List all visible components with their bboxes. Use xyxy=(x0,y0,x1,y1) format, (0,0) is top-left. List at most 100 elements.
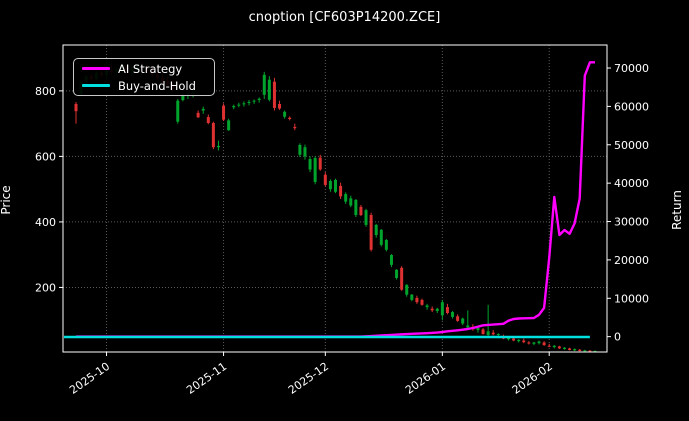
candle-body xyxy=(476,328,480,331)
x-tick-label: 2025-11 xyxy=(184,360,229,397)
candle-body xyxy=(410,294,414,300)
candle-body xyxy=(512,338,516,341)
candle-body xyxy=(374,224,378,236)
candle-body xyxy=(334,179,337,192)
candle-body xyxy=(425,305,429,308)
candle-body xyxy=(522,340,526,343)
candle-body xyxy=(568,348,572,351)
candle-body xyxy=(430,308,434,311)
candle-body xyxy=(491,332,495,335)
candle-body xyxy=(527,342,531,344)
legend: AI Strategy Buy-and-Hold xyxy=(73,58,215,96)
candle-body xyxy=(445,307,449,314)
candle-body xyxy=(349,198,353,206)
x-tick-label: 2025-10 xyxy=(67,360,112,397)
candle-body xyxy=(318,157,322,170)
candle-body xyxy=(420,299,424,305)
candle-body xyxy=(496,333,500,335)
y-tick-label-right: 60000 xyxy=(614,100,649,113)
candle-body xyxy=(552,345,556,348)
candle-body xyxy=(532,342,536,344)
legend-label-buy-and-hold: Buy-and-Hold xyxy=(118,78,196,93)
y-tick-label-right: 70000 xyxy=(614,62,649,75)
candle-body xyxy=(562,347,566,350)
candle-body xyxy=(339,185,343,197)
candle-body xyxy=(196,112,200,118)
candle-body xyxy=(242,103,246,105)
candle-body xyxy=(389,255,393,265)
candle-body xyxy=(486,331,490,335)
candle-body xyxy=(278,103,282,109)
candle-body xyxy=(440,302,444,316)
legend-item-buy-and-hold: Buy-and-Hold xyxy=(82,79,206,93)
series-line-ai-strategy xyxy=(76,61,595,338)
candle-body xyxy=(293,126,297,129)
candle-body xyxy=(451,312,455,317)
candle-body xyxy=(328,180,332,190)
candle-body xyxy=(288,117,292,120)
candle-body xyxy=(517,339,521,342)
candle-body xyxy=(201,108,205,111)
candle-body xyxy=(395,269,399,278)
candle-body xyxy=(267,79,271,100)
candle-body xyxy=(272,81,276,108)
candle-body xyxy=(400,267,404,290)
candle-body xyxy=(369,215,373,250)
candle-body xyxy=(466,325,470,328)
x-tick-label: 2025-12 xyxy=(286,360,331,397)
y-tick-label-left: 600 xyxy=(35,150,56,163)
candle-body xyxy=(308,159,312,170)
candle-body xyxy=(364,210,368,225)
candle-body xyxy=(415,297,419,303)
candle-body xyxy=(405,284,409,295)
x-tick-label: 2026-01 xyxy=(403,360,448,397)
candle-body xyxy=(557,346,561,349)
candle-body xyxy=(547,345,551,347)
candle-body xyxy=(237,104,241,106)
y-tick-label-right: 40000 xyxy=(614,177,649,190)
y-tick-label-right: 20000 xyxy=(614,254,649,267)
candle-body xyxy=(354,199,358,216)
y-tick-label-right: 0 xyxy=(614,331,621,344)
candle-body xyxy=(537,341,541,344)
x-tick-label: 2026-02 xyxy=(510,360,555,397)
candle-body xyxy=(232,105,236,108)
candle-body xyxy=(247,102,251,104)
candle-body xyxy=(252,100,256,102)
legend-label-ai-strategy: AI Strategy xyxy=(118,61,183,76)
candle-body xyxy=(216,145,220,148)
candle-body xyxy=(542,342,546,346)
candle-body xyxy=(359,206,363,216)
y-tick-label-right: 50000 xyxy=(614,139,649,152)
buy-and-hold-line-swatch xyxy=(82,84,110,87)
y-tick-label-left: 400 xyxy=(35,216,56,229)
y-tick-label-left: 800 xyxy=(35,85,56,98)
candle-body xyxy=(435,308,439,312)
candle-body xyxy=(507,337,510,340)
candle-body xyxy=(461,318,465,324)
candle-body xyxy=(283,111,287,117)
candle-body xyxy=(303,147,307,157)
candle-body xyxy=(298,144,302,155)
candle-body xyxy=(211,122,215,148)
candle-body xyxy=(344,194,348,202)
chart-title: cnoption [CF603P14200.ZCE] xyxy=(248,10,441,25)
candle-body xyxy=(384,239,388,250)
candle-body xyxy=(181,94,185,101)
candle-body xyxy=(583,350,587,352)
y-tick-label-right: 10000 xyxy=(614,292,649,305)
candle-body xyxy=(323,174,327,185)
candle-body xyxy=(481,329,485,334)
candle-body xyxy=(588,350,592,352)
candle-body xyxy=(262,74,266,95)
candle-body xyxy=(578,349,582,352)
candle-body xyxy=(379,229,383,245)
candle-body xyxy=(257,98,261,101)
ai-strategy-line-swatch xyxy=(82,67,110,70)
candle-body xyxy=(74,103,78,112)
candle-body xyxy=(176,100,180,122)
plot-border xyxy=(62,44,608,353)
candle-body xyxy=(227,120,231,131)
